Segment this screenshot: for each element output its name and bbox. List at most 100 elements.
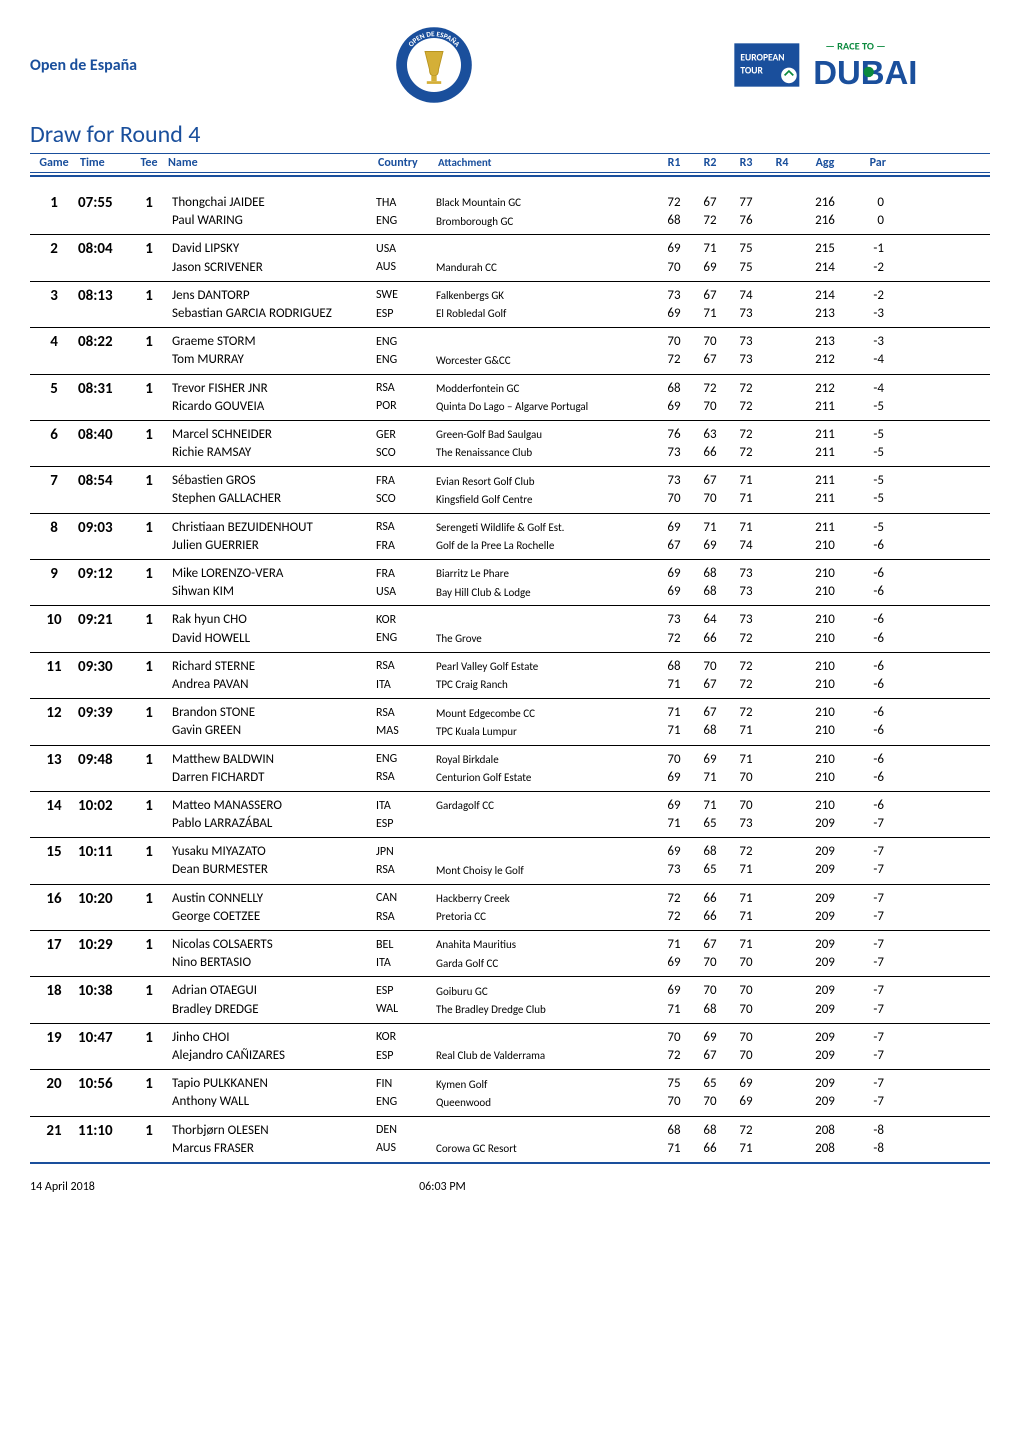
cell-r1: 73 [656, 861, 692, 879]
cell-r3: 70 [728, 1047, 764, 1065]
cell-time: 10:47 [78, 1029, 132, 1047]
hdr-par: Par [850, 156, 888, 170]
cell-r3: 72 [728, 630, 764, 648]
cell-attachment: Golf de la Pree La Rochelle [436, 538, 656, 553]
cell-country: AUS [376, 259, 436, 276]
group-header-cells: 1510:111 [30, 843, 166, 879]
cell-country: ENG [376, 334, 436, 351]
cell-agg: 209 [800, 954, 850, 972]
cell-r3: 72 [728, 380, 764, 398]
cell-country: ENG [376, 213, 436, 230]
hdr-r3: R3 [728, 156, 764, 170]
cell-r1: 71 [656, 704, 692, 722]
cell-player-name: Alejandro CAÑIZARES [166, 1047, 376, 1065]
cell-r2: 70 [692, 398, 728, 416]
cell-agg: 210 [800, 769, 850, 787]
cell-time: 10:29 [78, 936, 132, 954]
cell-r3: 71 [728, 890, 764, 908]
cell-attachment: Kingsfield Golf Centre [436, 492, 656, 507]
cell-player-name: Julien GUERRIER [166, 537, 376, 555]
cell-player-name: Trevor FISHER JNR [166, 380, 376, 398]
cell-r3: 76 [728, 212, 764, 230]
cell-r1: 70 [656, 1093, 692, 1111]
cell-agg: 210 [800, 658, 850, 676]
cell-r2: 67 [692, 936, 728, 954]
cell-par: -7 [850, 908, 888, 926]
cell-attachment: Bromborough GC [436, 214, 656, 229]
cell-agg: 213 [800, 333, 850, 351]
cell-time: 08:54 [78, 472, 132, 490]
player-row: Graeme STORMENG707073213-3 [166, 333, 990, 351]
tee-group: 809:031Christiaan BEZUIDENHOUTRSASerenge… [30, 514, 990, 560]
tee-group: 1910:471Jinho CHOIKOR706970209-7Alejandr… [30, 1024, 990, 1070]
cell-player-name: George COETZEE [166, 908, 376, 926]
cell-r1: 68 [656, 658, 692, 676]
cell-tee: 1 [132, 519, 166, 537]
cell-r2: 71 [692, 519, 728, 537]
cell-attachment: Biarritz Le Phare [436, 566, 656, 581]
cell-agg: 210 [800, 751, 850, 769]
cell-r2: 66 [692, 630, 728, 648]
cell-attachment: Mandurah CC [436, 260, 656, 275]
cell-tee: 1 [132, 982, 166, 1000]
cell-par: -6 [850, 611, 888, 629]
cell-time: 11:10 [78, 1122, 132, 1140]
cell-player-name: Austin CONNELLY [166, 890, 376, 908]
cell-r3: 72 [728, 444, 764, 462]
cell-player-name: Thongchai JAIDEE [166, 194, 376, 212]
player-row: Ricardo GOUVEIAPORQuinta Do Lago – Algar… [166, 398, 990, 416]
cell-agg: 214 [800, 259, 850, 277]
cell-r3: 69 [728, 1093, 764, 1111]
cell-r1: 69 [656, 519, 692, 537]
cell-par: -5 [850, 398, 888, 416]
cell-r2: 71 [692, 769, 728, 787]
cell-r2: 69 [692, 1029, 728, 1047]
cell-r3: 70 [728, 982, 764, 1000]
cell-par: -6 [850, 722, 888, 740]
cell-par: -5 [850, 490, 888, 508]
cell-par: -2 [850, 259, 888, 277]
tee-group: 2010:561Tapio PULKKANENFINKymen Golf7565… [30, 1070, 990, 1116]
cell-agg: 211 [800, 519, 850, 537]
cell-r2: 65 [692, 1075, 728, 1093]
tour-logo: EUROPEAN TOUR — RACE TO — DUBAI [730, 30, 990, 100]
header-underline [30, 173, 990, 177]
cell-tee: 1 [132, 797, 166, 815]
cell-par: -8 [850, 1140, 888, 1158]
cell-tee: 1 [132, 936, 166, 954]
player-row: Stephen GALLACHERSCOKingsfield Golf Cent… [166, 490, 990, 508]
cell-agg: 209 [800, 843, 850, 861]
group-header-cells: 809:031 [30, 519, 166, 555]
cell-par: -6 [850, 676, 888, 694]
player-row: Nino BERTASIOITAGarda Golf CC697070209-7 [166, 954, 990, 972]
cell-r1: 67 [656, 537, 692, 555]
cell-tee: 1 [132, 658, 166, 676]
cell-player-name: Nino BERTASIO [166, 954, 376, 972]
cell-country: ESP [376, 1048, 436, 1065]
cell-r3: 73 [728, 565, 764, 583]
cell-game: 5 [30, 380, 78, 398]
player-row: Richie RAMSAYSCOThe Renaissance Club7366… [166, 444, 990, 462]
group-header-cells: 1309:481 [30, 751, 166, 787]
cell-r1: 73 [656, 611, 692, 629]
cell-r3: 71 [728, 861, 764, 879]
tee-group: 909:121Mike LORENZO-VERAFRABiarritz Le P… [30, 560, 990, 606]
cell-par: -6 [850, 769, 888, 787]
player-row: Nicolas COLSAERTSBELAnahita Mauritius716… [166, 936, 990, 954]
cell-r2: 67 [692, 472, 728, 490]
cell-par: -6 [850, 704, 888, 722]
tee-group: 1209:391Brandon STONERSAMount Edgecombe … [30, 699, 990, 745]
hdr-game: Game [30, 156, 78, 170]
cell-par: -5 [850, 472, 888, 490]
cell-agg: 208 [800, 1122, 850, 1140]
cell-game: 9 [30, 565, 78, 583]
cell-agg: 212 [800, 351, 850, 369]
cell-r2: 65 [692, 815, 728, 833]
cell-attachment: Real Club de Valderrama [436, 1048, 656, 1063]
cell-r1: 68 [656, 380, 692, 398]
player-row: Dean BURMESTERRSAMont Choisy le Golf7365… [166, 861, 990, 879]
player-row: Tom MURRAYENGWorcester G&CC726773212-4 [166, 351, 990, 369]
cell-country: ESP [376, 816, 436, 833]
cell-player-name: Brandon STONE [166, 704, 376, 722]
cell-country: POR [376, 398, 436, 415]
